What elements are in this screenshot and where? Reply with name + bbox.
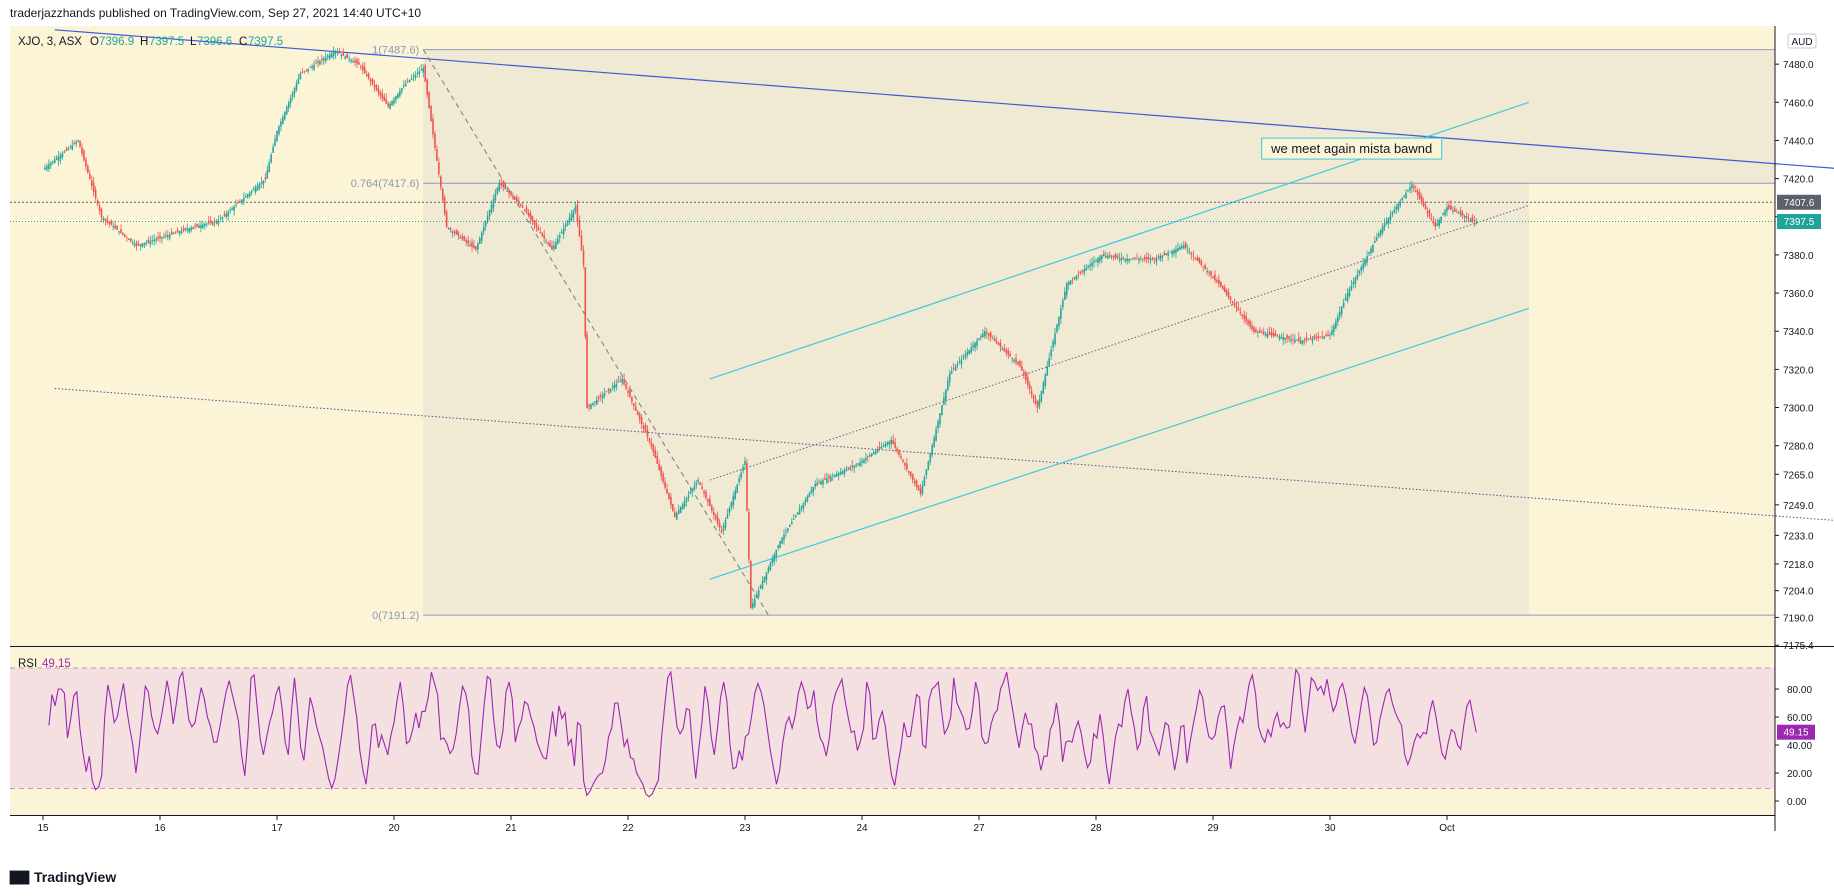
ohlc-low: 7396.6 [197, 36, 232, 48]
prev-close-label-bg [1777, 194, 1821, 210]
trendline-dotted [54, 387, 1834, 521]
price-tick-label-3: 7440.0 [1783, 136, 1814, 147]
ohlc-high: 7397.5 [149, 36, 184, 48]
price-tick-label-1: 7480.0 [1783, 60, 1814, 71]
rsi-line [48, 667, 1477, 798]
price-tick-label-9: 7320.0 [1783, 365, 1814, 376]
rsi-label: RSI [18, 658, 37, 670]
price-tick-label-17: 7190.0 [1783, 613, 1814, 624]
time-tick-label-7: 24 [856, 823, 868, 834]
time-tick-label-9: 28 [1090, 823, 1102, 834]
ohlc-close: 7397.5 [248, 36, 283, 48]
rsi-tick-label-0: 80.00 [1787, 685, 1812, 696]
time-tick-label-1: 16 [154, 823, 166, 834]
time-tick-label-3: 20 [388, 823, 400, 834]
price-tick-label-16: 7204.0 [1783, 587, 1814, 598]
prev-close-label: 7407.6 [1784, 198, 1815, 209]
rsi-current-label-bg [1777, 724, 1815, 740]
price-tick-label-18: 7175.4 [1783, 641, 1814, 652]
rsi-tick-label-2: 40.00 [1787, 741, 1812, 752]
publisher-header: traderjazzhands published on TradingView… [10, 6, 422, 20]
price-chart[interactable]: 1(7487.6) 0.764(7417.6) 0(7191.2) 7480.0 74… [0, 26, 1834, 856]
price-tick-label-2: 7460.0 [1783, 98, 1814, 109]
ohlc-h-label: H [140, 36, 148, 48]
time-tick-label-2: 17 [271, 823, 283, 834]
price-tick-label-14: 7233.0 [1783, 531, 1814, 542]
fib-diagonal-line [422, 49, 769, 616]
last-price-label-bg [1777, 214, 1821, 230]
fib-level-label-0: 1(7487.6) [372, 45, 419, 57]
price-tick-label-13: 7249.0 [1783, 501, 1814, 512]
ohlc-o-label: O [90, 36, 99, 48]
price-tick-label-4: 7420.0 [1783, 175, 1814, 186]
annotation-text: we meet again mista bawnd [1270, 141, 1432, 156]
price-tick-label-15: 7218.0 [1783, 560, 1814, 571]
price-tick-label-8: 7340.0 [1783, 327, 1814, 338]
currency-badge-bg [1787, 33, 1817, 49]
currency-badge[interactable]: AUD [1791, 37, 1812, 48]
rsi-current-label: 49.15 [1783, 728, 1808, 739]
fib-shade-box-extended [1528, 49, 1775, 184]
symbol-label: XJO, 3, ASX [18, 36, 82, 48]
price-tick-label-12: 7265.0 [1783, 470, 1814, 481]
rsi-value-legend: 49.15 [42, 658, 71, 670]
rsi-band [10, 668, 1775, 789]
ohlc-open: 7396.9 [99, 36, 134, 48]
price-tick-label-6: 7380.0 [1783, 251, 1814, 262]
chart-container[interactable]: 1(7487.6) 0.764(7417.6) 0(7191.2) 7480.0 74… [0, 26, 1834, 856]
footer-brand[interactable]: ▇▇ TradingView [10, 869, 116, 885]
ohlc-c-label: C [239, 36, 247, 48]
time-tick-label-10: 29 [1207, 823, 1219, 834]
fib-shade-box [423, 49, 1529, 616]
fib-level-label-2: 0(7191.2) [372, 610, 419, 622]
time-tick-label-8: 27 [973, 823, 985, 834]
time-tick-label-0: 15 [37, 823, 49, 834]
last-price-label: 7397.5 [1784, 217, 1815, 228]
time-tick-label-4: 21 [505, 823, 517, 834]
rsi-tick-label-4: 0.00 [1787, 797, 1807, 808]
annotation-box[interactable] [1261, 137, 1443, 160]
rsi-tick-label-1: 60.00 [1787, 713, 1812, 724]
price-tick-label-11: 7280.0 [1783, 442, 1814, 453]
time-tick-label-12: Oct [1439, 823, 1455, 834]
time-tick-label-6: 23 [739, 823, 751, 834]
time-tick-label-11: 30 [1324, 823, 1336, 834]
fib-level-label-1: 0.764(7417.6) [351, 178, 420, 190]
rsi-tick-label-3: 20.00 [1787, 769, 1812, 780]
ohlc-l-label: L [190, 36, 197, 48]
footer-brand-text: TradingView [34, 869, 117, 885]
channel-bottom-line [709, 307, 1530, 580]
ohlc-legend: O 7396.9 H 7397.5 L 7396.6 C 7397.5 [90, 36, 283, 48]
price-tick-label-10: 7300.0 [1783, 404, 1814, 415]
trendline-blue [54, 29, 1834, 169]
tradingview-logo-icon: ▇▇ [10, 869, 29, 884]
time-tick-label-5: 22 [622, 823, 634, 834]
channel-mid-line [709, 204, 1530, 481]
price-tick-label-7: 7360.0 [1783, 289, 1814, 300]
